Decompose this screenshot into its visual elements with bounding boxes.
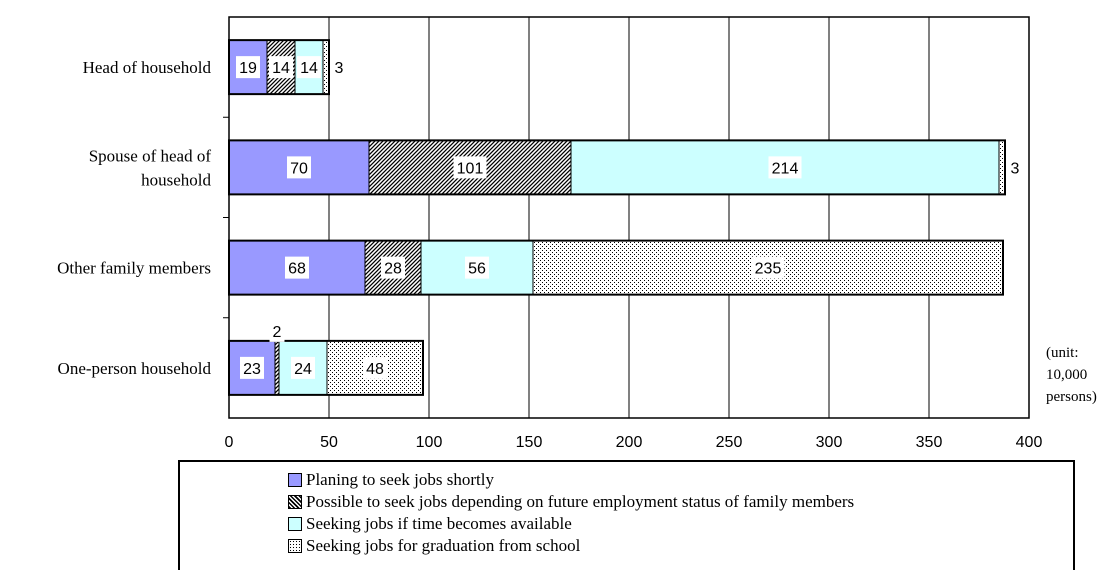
legend-item: Seeking jobs if time becomes available	[288, 513, 1073, 535]
x-tick-label: 150	[516, 434, 543, 451]
legend: Planing to seek jobs shortly Possible to…	[178, 460, 1075, 570]
data-label: 3	[335, 60, 344, 77]
unit-note-line: persons)	[1046, 389, 1097, 405]
x-tick-label: 300	[816, 434, 843, 451]
data-label-bg	[240, 356, 264, 379]
category-label: One-person household	[58, 359, 212, 378]
data-label-bg	[1007, 156, 1023, 179]
legend-item: Planing to seek jobs shortly	[288, 469, 1073, 491]
data-label-bg	[331, 56, 347, 79]
data-label: 48	[366, 361, 384, 378]
data-label: 2	[273, 324, 282, 341]
unit-note: (unit: 10,000 persons)	[1046, 342, 1118, 408]
x-tick-label: 200	[616, 434, 643, 451]
category-label: Spouse of head of	[89, 146, 212, 165]
data-label: 3	[1011, 160, 1020, 177]
data-label-bg	[381, 256, 405, 279]
unit-note-line: 10,000	[1046, 367, 1088, 383]
legend-swatch-time	[288, 517, 302, 531]
legend-label: Possible to seek jobs depending on futur…	[306, 492, 855, 511]
data-label-bg	[291, 356, 315, 379]
data-label: 101	[457, 160, 484, 177]
unit-note-line: (unit:	[1046, 345, 1079, 361]
data-label-bg	[236, 56, 260, 79]
legend-item: Seeking jobs for graduation from school	[288, 535, 1073, 557]
data-label: 23	[243, 361, 261, 378]
data-label: 70	[290, 160, 308, 177]
data-label: 14	[300, 60, 318, 77]
data-label-bg	[287, 156, 311, 179]
data-label-bg	[297, 56, 321, 79]
data-label: 214	[772, 160, 799, 177]
stacked-bar-chart: 19 14 14 3 Head of household 70 101 214 3 Spouse …	[57, 16, 1043, 451]
data-label-bg	[269, 319, 285, 342]
data-label: 56	[468, 261, 486, 278]
x-tick-label: 100	[416, 434, 443, 451]
legend-swatch-graduation	[288, 539, 302, 553]
data-label-bg	[363, 356, 387, 379]
legend-label: Seeking jobs if time becomes available	[306, 514, 572, 533]
data-label-bg	[453, 156, 487, 179]
data-label-bg	[269, 56, 293, 79]
data-label: 235	[755, 261, 782, 278]
data-label: 28	[384, 261, 402, 278]
data-label-bg	[768, 156, 802, 179]
data-label: 68	[288, 261, 306, 278]
category-label: Head of household	[83, 58, 212, 77]
bar-segment	[368, 139, 572, 195]
x-tick-label: 50	[320, 434, 338, 451]
data-label-bg	[285, 256, 309, 279]
x-tick-label: 250	[716, 434, 743, 451]
category-label: Other family members	[57, 259, 211, 278]
category-label: household	[141, 170, 211, 189]
x-tick-label: 350	[916, 434, 943, 451]
legend-swatch-planning	[288, 473, 302, 487]
data-label: 19	[239, 60, 257, 77]
data-label-bg	[465, 256, 489, 279]
bar-segment	[274, 340, 280, 396]
legend-item: Possible to seek jobs depending on futur…	[288, 491, 1073, 513]
x-tick-label: 400	[1016, 434, 1043, 451]
legend-swatch-possible	[288, 495, 302, 509]
data-label: 24	[294, 361, 312, 378]
plot-frame	[228, 16, 1030, 419]
data-label: 14	[272, 60, 290, 77]
legend-label: Planing to seek jobs shortly	[306, 470, 494, 489]
x-tick-label: 0	[225, 434, 234, 451]
data-label-bg	[751, 256, 785, 279]
legend-label: Seeking jobs for graduation from school	[306, 536, 581, 555]
